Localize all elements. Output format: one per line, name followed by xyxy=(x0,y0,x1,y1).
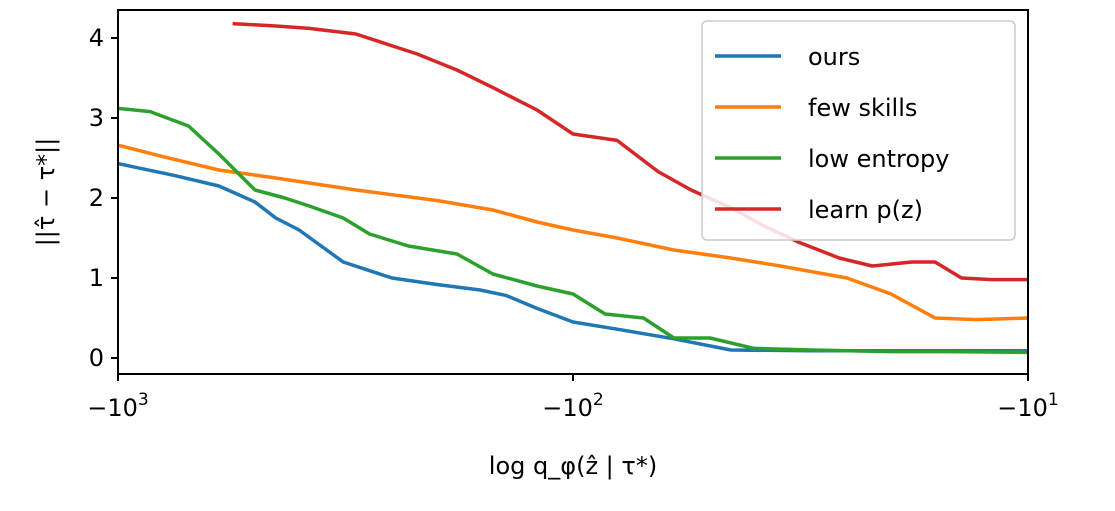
x-tick-label: −102 xyxy=(542,390,603,422)
y-tick-label: 0 xyxy=(89,344,104,372)
legend-label-2: low entropy xyxy=(808,145,949,173)
legend-box xyxy=(701,20,1016,241)
x-tick-base: −10 xyxy=(997,394,1048,422)
y-tick-label: 2 xyxy=(89,184,104,212)
y-axis-label: ||τ̂ − τ*|| xyxy=(32,138,60,247)
legend-label-0: ours xyxy=(808,43,860,71)
x-tick-base: −10 xyxy=(542,394,593,422)
y-tick-label: 4 xyxy=(89,24,104,52)
x-tick-label: −101 xyxy=(997,390,1058,422)
x-axis-ticks: −103 −102 −101 xyxy=(87,374,1059,422)
series-line-1 xyxy=(117,143,1029,322)
series-line-3 xyxy=(232,21,1028,282)
x-tick-base: −10 xyxy=(87,394,138,422)
x-tick-exponent: 2 xyxy=(593,390,604,410)
legend: ours few skills low entropy learn p(z) xyxy=(701,20,1016,241)
series-line-2 xyxy=(117,106,1029,355)
x-axis-label: log q_φ(ẑ | τ*) xyxy=(489,452,657,480)
y-axis-ticks: 0 1 2 3 4 xyxy=(89,24,118,372)
legend-label-1: few skills xyxy=(808,94,917,122)
x-tick-exponent: 3 xyxy=(138,390,149,410)
y-tick-label: 3 xyxy=(89,104,104,132)
y-tick-label: 1 xyxy=(89,264,104,292)
legend-label-3: learn p(z) xyxy=(808,196,923,224)
series-layer xyxy=(117,21,1029,355)
x-tick-label: −103 xyxy=(87,390,148,422)
x-tick-exponent: 1 xyxy=(1048,390,1059,410)
